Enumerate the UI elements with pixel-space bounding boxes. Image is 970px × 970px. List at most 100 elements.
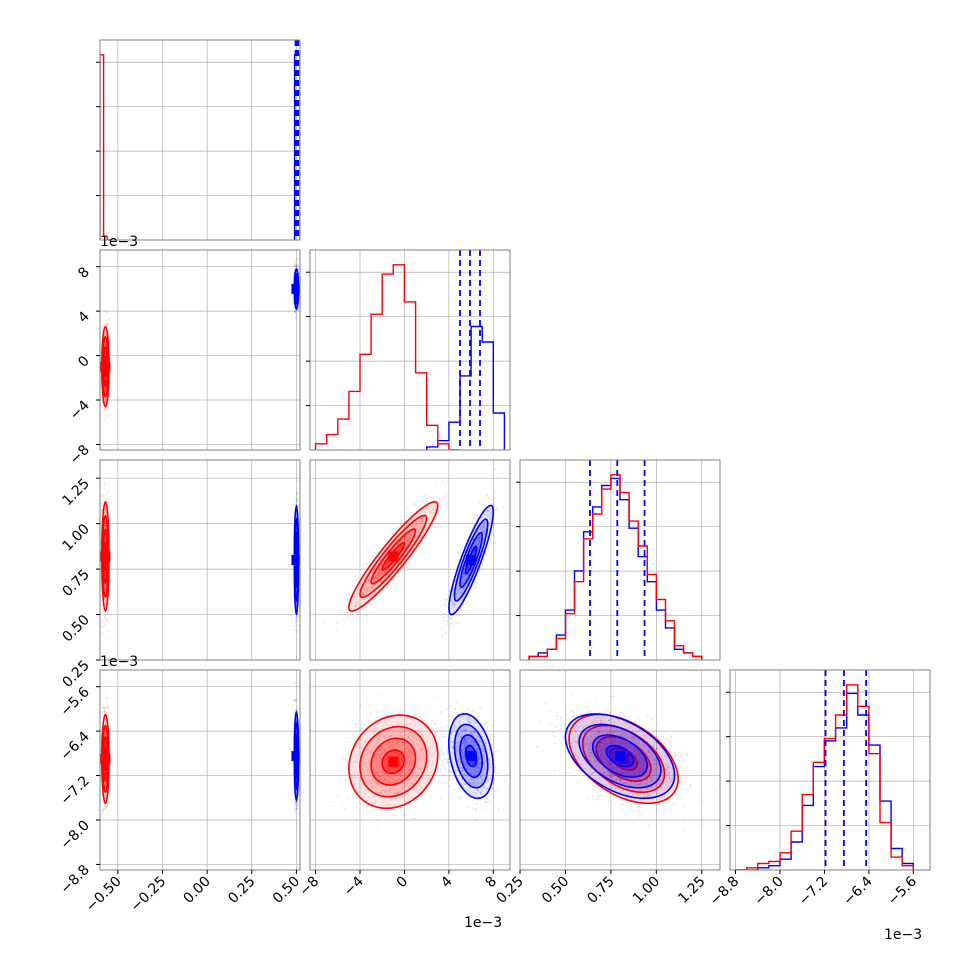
red-scatter-point bbox=[381, 574, 383, 577]
blue-scatter-point bbox=[487, 547, 489, 550]
red-scatter-point bbox=[104, 770, 107, 773]
red-scatter-point bbox=[388, 561, 390, 563]
red-scatter-point bbox=[403, 536, 406, 539]
red-scatter-point bbox=[106, 706, 108, 709]
red-scatter-point bbox=[405, 542, 408, 545]
red-scatter-point bbox=[442, 500, 445, 502]
blue-scatter-point bbox=[462, 575, 465, 578]
red-scatter-point bbox=[405, 524, 408, 527]
red-scatter-point bbox=[104, 377, 107, 379]
blue-scatter-point bbox=[474, 541, 477, 544]
blue-scatter-point bbox=[296, 258, 299, 261]
blue-scatter-point bbox=[447, 615, 449, 617]
blue-scatter-point bbox=[295, 503, 297, 505]
blue-scatter-point bbox=[291, 529, 294, 532]
blue-scatter-point bbox=[296, 629, 299, 632]
blue-scatter-point bbox=[467, 565, 470, 568]
red-scatter-point bbox=[104, 388, 106, 391]
red-scatter-point bbox=[389, 576, 392, 578]
red-scatter-point bbox=[405, 545, 407, 548]
blue-scatter-point bbox=[459, 554, 462, 556]
red-scatter-point bbox=[374, 568, 376, 570]
blue-scatter-point bbox=[295, 499, 298, 502]
red-scatter-point bbox=[375, 565, 378, 567]
red-scatter-point bbox=[105, 707, 108, 709]
red-scatter-point bbox=[367, 590, 369, 593]
blue-scatter-point bbox=[295, 619, 297, 622]
red-scatter-point bbox=[105, 333, 107, 336]
red-scatter-point bbox=[397, 548, 400, 550]
red-scatter-point bbox=[103, 611, 106, 614]
blue-scatter-point bbox=[455, 596, 458, 599]
red-scatter-point bbox=[413, 525, 416, 528]
red-scatter-point bbox=[384, 566, 387, 568]
red-scatter-point bbox=[378, 572, 381, 575]
blue-scatter-point bbox=[461, 582, 464, 585]
blue-scatter-point bbox=[467, 566, 469, 568]
blue-scatter-point bbox=[487, 510, 489, 513]
red-scatter-point bbox=[104, 585, 107, 588]
red-scatter-point bbox=[104, 390, 107, 393]
blue-scatter-point bbox=[485, 513, 488, 516]
blue-scatter-point bbox=[443, 604, 445, 607]
blue-scatter-point bbox=[495, 542, 497, 545]
red-scatter-point bbox=[373, 593, 376, 595]
red-scatter-point bbox=[105, 805, 107, 807]
blue-scatter-point bbox=[443, 612, 445, 615]
blue-scatter-point bbox=[473, 549, 476, 552]
red-scatter-point bbox=[383, 572, 386, 575]
red-scatter-point bbox=[453, 489, 456, 492]
red-scatter-point bbox=[383, 542, 386, 544]
red-scatter-point bbox=[104, 732, 106, 735]
red-scatter-point bbox=[416, 527, 418, 530]
red-scatter-point bbox=[104, 570, 107, 573]
red-scatter-point bbox=[105, 809, 108, 812]
red-scatter-point bbox=[105, 584, 107, 587]
red-scatter-point bbox=[104, 733, 107, 736]
blue-scatter-point bbox=[296, 800, 298, 803]
red-scatter-point bbox=[104, 733, 106, 736]
red-scatter-point bbox=[351, 599, 354, 601]
red-scatter-point bbox=[405, 506, 408, 509]
red-scatter-point bbox=[105, 638, 108, 641]
red-scatter-point bbox=[104, 388, 107, 390]
red-scatter-point bbox=[432, 511, 435, 514]
red-scatter-point bbox=[372, 569, 375, 572]
blue-scatter-point bbox=[460, 600, 463, 602]
blue-scatter-point bbox=[478, 537, 481, 540]
red-scatter-point bbox=[104, 598, 106, 601]
red-scatter-point bbox=[411, 524, 413, 527]
blue-scatter-point bbox=[462, 596, 465, 598]
blue-scatter-point bbox=[500, 472, 503, 474]
red-scatter-point bbox=[432, 526, 434, 529]
red-scatter-point bbox=[104, 408, 106, 411]
blue-scatter-point bbox=[297, 615, 299, 618]
red-scatter-point bbox=[420, 519, 423, 522]
red-scatter-point bbox=[356, 614, 359, 617]
blue-scatter-point bbox=[494, 490, 497, 493]
red-scatter-point bbox=[398, 541, 401, 544]
red-scatter-point bbox=[101, 499, 104, 502]
red-scatter-point bbox=[106, 324, 108, 326]
blue-scatter-point bbox=[476, 524, 479, 526]
red-scatter-point bbox=[105, 311, 107, 313]
red-scatter-point bbox=[429, 519, 431, 522]
red-scatter-point bbox=[104, 344, 106, 346]
blue-scatter-point bbox=[472, 517, 474, 520]
red-scatter-point bbox=[418, 532, 421, 534]
blue-scatter-point bbox=[460, 592, 463, 594]
blue-scatter-point bbox=[445, 631, 447, 633]
red-scatter-point bbox=[107, 328, 110, 330]
blue-scatter-point bbox=[484, 524, 487, 527]
red-scatter-point bbox=[106, 697, 109, 699]
blue-scatter-point bbox=[475, 516, 478, 519]
red-scatter-point bbox=[101, 609, 104, 612]
blue-scatter-point bbox=[295, 515, 298, 517]
red-scatter-point bbox=[104, 344, 107, 346]
red-scatter-point bbox=[103, 719, 106, 722]
red-scatter-point bbox=[366, 589, 368, 592]
red-scatter-point bbox=[102, 808, 105, 810]
red-scatter-point bbox=[103, 796, 106, 798]
red-scatter-point bbox=[445, 493, 447, 496]
blue-scatter-point bbox=[476, 518, 478, 521]
